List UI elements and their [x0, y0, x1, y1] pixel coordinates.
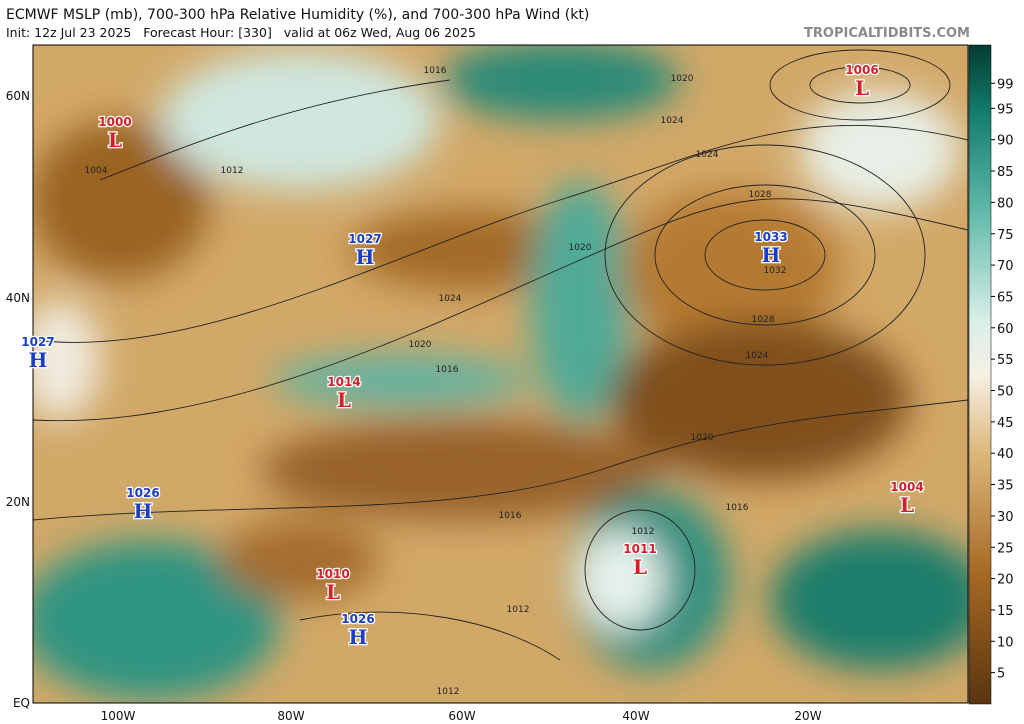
- colorbar-label: 50: [997, 385, 1014, 400]
- isobar-label: 1024: [661, 116, 684, 126]
- isobar-label: 1012: [221, 166, 244, 176]
- lat-label: 40N: [6, 291, 30, 305]
- center-pressure: 1027: [21, 335, 54, 349]
- isobar-label: 1012: [632, 527, 655, 537]
- center-letter: H: [349, 625, 368, 649]
- center-letter: L: [326, 580, 340, 604]
- center-pressure: 1010: [316, 567, 349, 581]
- colorbar-label: 80: [997, 196, 1014, 211]
- colorbar-label: 10: [997, 635, 1014, 650]
- colorbar-label: 55: [997, 353, 1014, 368]
- colorbar-label: 30: [997, 510, 1014, 525]
- isobar-label: 1024: [696, 150, 719, 160]
- colorbar-label: 90: [997, 134, 1014, 149]
- colorbar: [968, 44, 992, 705]
- center-letter: H: [356, 245, 375, 269]
- center-pressure: 1014: [327, 375, 360, 389]
- center-pressure: 1004: [890, 480, 923, 494]
- lat-label: EQ: [13, 696, 30, 710]
- center-letter: L: [337, 388, 351, 412]
- colorbar-label: 35: [997, 479, 1014, 494]
- map-frame: [32, 44, 969, 704]
- colorbar-label: 65: [997, 290, 1014, 305]
- center-letter: L: [855, 76, 869, 100]
- isobar-label: 1004: [85, 166, 108, 176]
- credit: TROPICALTIDBITS.COM: [804, 26, 970, 41]
- isobar-label: 1028: [749, 190, 772, 200]
- colorbar-label: 70: [997, 259, 1014, 274]
- center-pressure: 1006: [845, 63, 878, 77]
- isobar-label: 1016: [424, 66, 447, 76]
- colorbar-label: 95: [997, 102, 1014, 117]
- subtitle: Init: 12z Jul 23 2025 Forecast Hour: [33…: [6, 25, 476, 40]
- center-letter: L: [900, 493, 914, 517]
- center-pressure: 1011: [623, 542, 656, 556]
- center-pressure: 1000: [98, 115, 131, 129]
- colorbar-label: 40: [997, 447, 1014, 462]
- lon-label: 60W: [448, 709, 475, 723]
- lon-label: 20W: [794, 709, 821, 723]
- isobars: [33, 49, 968, 661]
- isobar-label: 1032: [764, 266, 787, 276]
- isobar-label: 1028: [752, 315, 775, 325]
- center-letter: H: [762, 243, 781, 267]
- title: ECMWF MSLP (mb), 700-300 hPa Relative Hu…: [6, 7, 589, 23]
- colorbar-label: 5: [997, 667, 1005, 682]
- colorbar-label: 75: [997, 228, 1014, 243]
- isobar-label: 1024: [439, 294, 462, 304]
- colorbar-label: 25: [997, 541, 1014, 556]
- center-pressure: 1027: [348, 232, 381, 246]
- isobar-label: 1012: [507, 605, 530, 615]
- colorbar-label: 15: [997, 604, 1014, 619]
- colorbar-label: 99: [997, 77, 1014, 92]
- lon-label: 100W: [101, 709, 136, 723]
- colorbar-label: 20: [997, 573, 1014, 588]
- isobar-label: 1020: [671, 74, 694, 84]
- isobar-label: 1024: [746, 351, 769, 361]
- isobar-label: 1020: [409, 340, 432, 350]
- center-pressure: 1026: [341, 612, 374, 626]
- map-area: [33, 45, 968, 703]
- lat-label: 60N: [6, 89, 30, 103]
- isobar-label: 1016: [436, 365, 459, 375]
- colorbar-label: 85: [997, 165, 1014, 180]
- center-letter: L: [108, 128, 122, 152]
- isobar-label: 1020: [569, 243, 592, 253]
- colorbar-label: 60: [997, 322, 1014, 337]
- lon-label: 40W: [622, 709, 649, 723]
- center-pressure: 1026: [126, 486, 159, 500]
- lat-label: 20N: [6, 495, 30, 509]
- lon-label: 80W: [277, 709, 304, 723]
- isobar-label: 1016: [499, 511, 522, 521]
- center-letter: L: [633, 555, 647, 579]
- isobar-label: 1012: [437, 687, 460, 697]
- colorbar-label: 45: [997, 416, 1014, 431]
- center-letter: H: [29, 348, 48, 372]
- center-pressure: 1033: [754, 230, 787, 244]
- isobar-label: 1020: [691, 433, 714, 443]
- isobar-label: 1016: [726, 503, 749, 513]
- center-letter: H: [134, 499, 153, 523]
